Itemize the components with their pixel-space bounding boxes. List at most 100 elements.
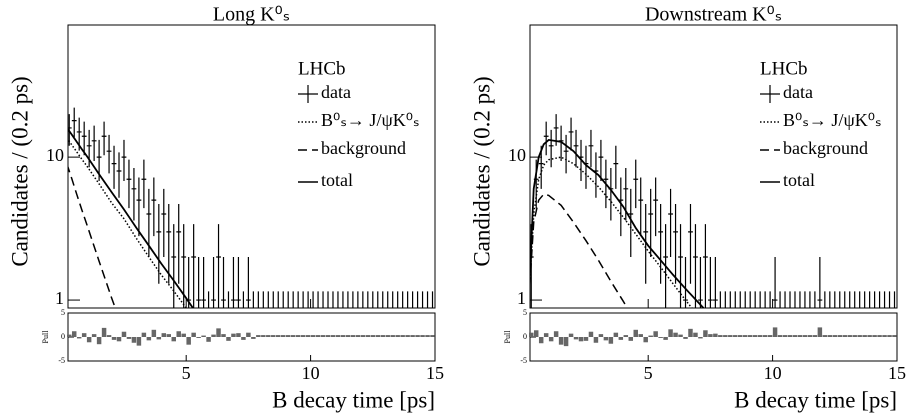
pull-bar [251, 337, 256, 339]
data-point [242, 291, 245, 308]
data-point [126, 159, 132, 209]
data-point [412, 291, 414, 308]
curve [530, 156, 693, 308]
data-point [302, 291, 304, 308]
pull-bar [340, 335, 346, 337]
pull-bar [772, 327, 778, 337]
pull-y-label: Pull [503, 330, 512, 344]
pull-y-tick-label: 0 [523, 332, 527, 341]
x-tick-label: 5 [644, 363, 653, 383]
data-point [883, 291, 886, 308]
pull-bar [360, 335, 366, 337]
data-point [201, 257, 207, 308]
pull-bar [271, 335, 276, 337]
pull-bar [837, 335, 843, 337]
data-point [839, 291, 841, 308]
data-point [744, 291, 746, 308]
data-point [136, 177, 142, 237]
data-point [106, 134, 112, 174]
pull-bar [847, 335, 852, 337]
y-axis-label: Candidates / (0.2 ps) [7, 76, 32, 266]
curve [530, 193, 629, 308]
data-point [407, 291, 409, 308]
legend-symbol [298, 85, 318, 103]
pull-bar [166, 334, 172, 337]
pull-bar [71, 331, 77, 337]
data-point [81, 121, 87, 156]
pull-bar [181, 333, 186, 337]
data-point [754, 291, 756, 308]
legend-label: B⁰ₛ→ J/ψK⁰ₛ [783, 110, 882, 130]
legend-label: total [783, 170, 815, 190]
pull-bar [400, 335, 405, 337]
data-point [638, 177, 644, 237]
pull-bar [106, 335, 112, 337]
data-point [769, 291, 771, 308]
data-point [317, 291, 319, 308]
legend-label: B⁰ₛ→ J/ψK⁰ₛ [321, 110, 420, 130]
data-point [859, 291, 861, 308]
data-point [653, 177, 659, 237]
data-point [431, 291, 434, 308]
data-point [598, 139, 604, 182]
pull-bar [141, 332, 147, 337]
pull-bar [201, 335, 206, 337]
data-point [779, 291, 781, 308]
data-point [799, 291, 801, 308]
data-point [101, 121, 107, 156]
data-point [814, 291, 816, 308]
pull-y-label: Pull [41, 330, 50, 344]
pull-bar [216, 328, 221, 337]
data-point [262, 291, 264, 308]
data-point [211, 257, 216, 308]
pull-bar [186, 337, 191, 345]
pull-bar [693, 332, 698, 337]
pull-bar [295, 335, 301, 337]
pull-bar [126, 337, 132, 339]
data-point [416, 291, 419, 308]
pull-bar [852, 335, 857, 337]
pull-bar [882, 335, 887, 337]
pull-bar [81, 333, 87, 337]
pull-bar [802, 335, 808, 337]
x-tick-label: 10 [302, 363, 320, 383]
pull-bar [420, 335, 425, 337]
data-point [257, 291, 259, 308]
pull-bar [211, 334, 216, 337]
data-point [207, 291, 210, 308]
plot-frame [67, 24, 436, 309]
pull-bar [842, 335, 847, 337]
data-point [297, 291, 299, 308]
data-point [869, 291, 871, 308]
data-point [272, 291, 274, 308]
panel-title: Long K⁰ₛ [213, 4, 290, 26]
data-point [111, 145, 117, 189]
data-point [252, 291, 254, 308]
pull-y-tick-label: 5 [61, 308, 65, 317]
pull-y-tick-label: -5 [520, 356, 527, 365]
data-point [332, 291, 334, 308]
data-point [739, 291, 741, 308]
data-point [151, 177, 157, 237]
legend-symbol [760, 85, 780, 103]
data-point [893, 291, 896, 308]
pull-bar [410, 335, 415, 337]
pull-bar [395, 335, 400, 337]
pull-bar [325, 335, 331, 337]
pull-bar [857, 335, 862, 337]
pull-bar [533, 330, 539, 337]
curve [68, 138, 188, 308]
legend-title: LHCb [298, 58, 346, 79]
pull-bar [355, 335, 361, 337]
pull-bar [598, 334, 604, 337]
pull-bar [300, 335, 306, 337]
data-point [874, 291, 876, 308]
pull-bar [370, 335, 376, 337]
pull-bar [548, 337, 554, 342]
data-point [663, 224, 669, 308]
data-point [196, 257, 202, 308]
legend-label: total [321, 170, 353, 190]
pull-bar [623, 335, 629, 337]
data-point [678, 224, 683, 308]
